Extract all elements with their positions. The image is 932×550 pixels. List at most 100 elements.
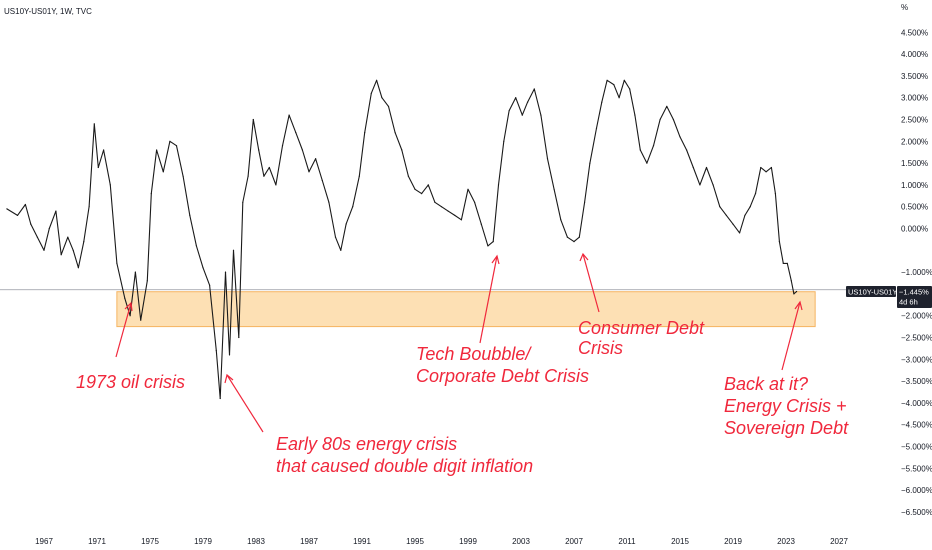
data-point [487, 245, 489, 247]
data-point [275, 184, 277, 186]
data-point [639, 149, 641, 151]
annotation-back-at-it-line3: Sovereign Debt [724, 418, 849, 438]
y-tick-label: −6.000% [901, 486, 932, 495]
data-point [48, 227, 50, 230]
data-point [352, 206, 354, 208]
data-point [340, 249, 342, 251]
data-point [394, 132, 396, 134]
annotation-back-at-it-line2: Energy Crisis + [724, 396, 847, 416]
annotation-1973-oil-crisis: 1973 oil crisis [76, 372, 185, 392]
data-point [546, 158, 549, 160]
data-point [774, 193, 777, 195]
x-tick-label: 1975 [141, 537, 159, 546]
data-point [146, 280, 148, 282]
data-point [77, 267, 79, 269]
data-point [521, 114, 523, 116]
data-point [109, 184, 111, 186]
annotation-back-at-it-line1: Back at it? [724, 374, 808, 394]
y-tick-label: 0.000% [901, 225, 928, 234]
data-point [725, 214, 728, 216]
data-point [527, 101, 529, 103]
data-point [60, 254, 62, 256]
y-tick-label: −1.000% [901, 268, 932, 277]
data-point [16, 214, 19, 216]
data-point [281, 145, 284, 147]
data-point [258, 149, 260, 151]
data-point [376, 79, 378, 81]
data-point [209, 284, 211, 286]
data-point [782, 262, 784, 264]
y-tick-label: 3.000% [901, 94, 928, 103]
data-point [162, 171, 164, 173]
data-point [606, 79, 608, 81]
arrowhead-80s [224, 373, 234, 384]
data-point [492, 241, 494, 243]
data-point [652, 145, 655, 147]
x-tick-label: 2003 [512, 537, 530, 546]
data-point [515, 97, 517, 99]
y-axis: 4.500% 4.000% 3.500% 3.000% 2.500% 2.000% 1.50… [901, 28, 932, 517]
data-point [140, 319, 142, 321]
y-tick-label: 1.500% [901, 159, 928, 168]
data-point [364, 132, 366, 134]
y-tick-label: −5.500% [901, 464, 932, 473]
data-point [83, 241, 85, 243]
price-badges: US10Y-US01Y −1.445% 4d 6h [846, 286, 932, 308]
data-point [744, 214, 746, 216]
arrows [115, 252, 803, 433]
y-tick-label: 4.500% [901, 28, 928, 37]
data-point [732, 223, 734, 225]
x-tick-label: 1991 [353, 537, 371, 546]
data-point [321, 179, 323, 182]
y-tick-label: −2.500% [901, 334, 932, 343]
x-tick-label: 1999 [459, 537, 477, 546]
data-point [308, 171, 310, 173]
data-point [796, 290, 798, 293]
data-point [72, 249, 74, 251]
data-point [765, 171, 767, 173]
data-point [215, 350, 217, 352]
data-point [618, 97, 620, 99]
data-point [578, 236, 580, 238]
data-point [242, 201, 244, 203]
data-point [460, 219, 462, 221]
x-tick-label: 1967 [35, 537, 53, 546]
data-point [150, 193, 152, 195]
data-point [55, 210, 57, 212]
symbol-badge-text: US10Y-US01Y [848, 288, 897, 297]
annotation-early-80s-line2: that caused double digit inflation [276, 456, 533, 476]
data-point [508, 110, 510, 112]
data-point [629, 88, 631, 90]
data-point [584, 201, 586, 203]
data-point [358, 175, 360, 177]
data-point [103, 149, 105, 151]
countdown-text: 4d 6h [899, 298, 918, 307]
data-point [553, 188, 555, 190]
data-point [116, 262, 118, 264]
data-point [467, 188, 469, 190]
data-point [613, 84, 615, 86]
data-point [124, 297, 126, 299]
x-tick-label: 1979 [194, 537, 212, 546]
data-point [263, 175, 265, 177]
series-group [6, 79, 798, 400]
data-point [739, 232, 741, 234]
data-point [401, 149, 403, 151]
data-point [793, 293, 795, 295]
data-point [232, 249, 235, 251]
data-point [421, 193, 423, 195]
data-point [24, 203, 26, 206]
arrow-80s [226, 374, 264, 433]
data-point [129, 315, 131, 317]
data-point [30, 223, 32, 225]
arrow-back [781, 301, 801, 371]
arrow-consumer [582, 253, 600, 313]
annotation-consumer-debt-line2: Crisis [578, 338, 623, 358]
data-point [315, 158, 317, 160]
symbol-badge [846, 286, 896, 297]
data-point [67, 236, 69, 238]
data-point [407, 175, 409, 177]
y-tick-label: 1.000% [901, 181, 928, 190]
data-point [370, 92, 372, 94]
